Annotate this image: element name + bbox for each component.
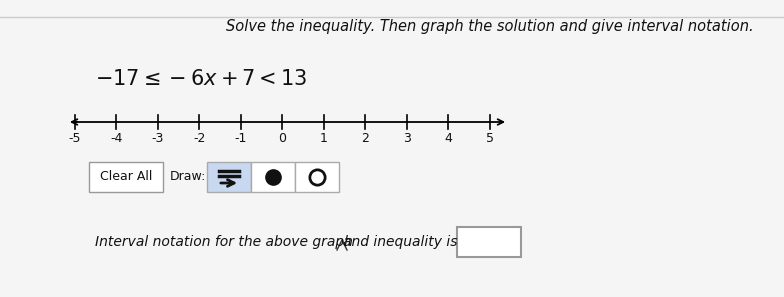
Text: -3: -3 <box>152 132 164 145</box>
Text: -5: -5 <box>69 132 82 145</box>
Text: Draw:: Draw: <box>170 170 206 184</box>
Text: Interval notation for the above graph: Interval notation for the above graph <box>95 235 353 249</box>
Text: and inequality is: and inequality is <box>343 235 458 249</box>
FancyBboxPatch shape <box>89 162 163 192</box>
FancyBboxPatch shape <box>251 162 295 192</box>
FancyBboxPatch shape <box>457 227 521 257</box>
Text: -1: -1 <box>235 132 247 145</box>
Text: 5: 5 <box>486 132 494 145</box>
FancyBboxPatch shape <box>295 162 339 192</box>
Text: Solve the inequality. Then graph the solution and give interval notation.: Solve the inequality. Then graph the sol… <box>227 19 753 34</box>
Text: Clear All: Clear All <box>100 170 152 184</box>
Text: -4: -4 <box>111 132 122 145</box>
Text: 3: 3 <box>403 132 411 145</box>
Text: $-17 \leq -6x+7 < 13$: $-17 \leq -6x+7 < 13$ <box>95 69 307 89</box>
Text: 4: 4 <box>445 132 452 145</box>
Text: -2: -2 <box>194 132 205 145</box>
Text: 1: 1 <box>320 132 328 145</box>
Text: 2: 2 <box>361 132 369 145</box>
Text: 0: 0 <box>278 132 286 145</box>
FancyBboxPatch shape <box>207 162 251 192</box>
